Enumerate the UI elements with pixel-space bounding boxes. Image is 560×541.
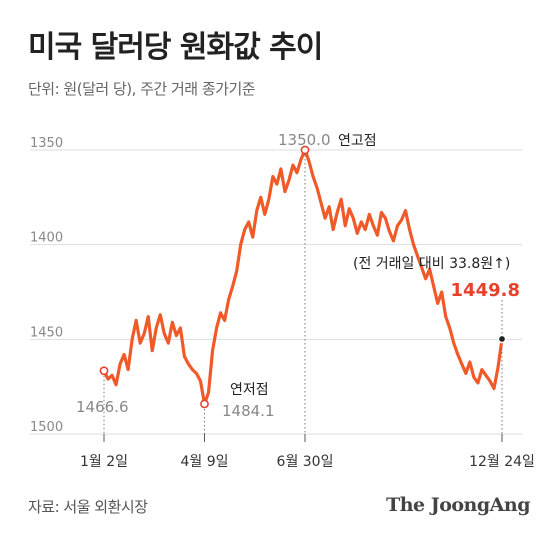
source-note: 자료: 서울 외환시장 <box>28 498 148 516</box>
x-tick-label-0: 1월 2일 <box>80 454 128 470</box>
x-tick-label-2: 6월 30일 <box>277 454 334 470</box>
marker-3 <box>497 334 507 344</box>
annotation-low-value: 1484.1 <box>222 402 275 420</box>
annotation-start-value: 1466.6 <box>76 398 129 416</box>
series-line-usd-krw <box>102 148 504 406</box>
chart-subtitle: 단위: 원(달러 당), 주간 거래 종가기준 <box>28 80 256 98</box>
grid-lines <box>30 149 522 435</box>
y-tick-1500: 1500 <box>30 420 63 435</box>
annotation-low-label: 연저점 <box>230 382 269 398</box>
y-tick-1450: 1450 <box>30 325 63 340</box>
publisher-logo: The JoongAng <box>386 494 530 516</box>
marker-0 <box>99 366 109 376</box>
annotation-high-label: 연고점 <box>338 133 377 149</box>
marker-2 <box>300 145 310 155</box>
chart-title: 미국 달러당 원화값 추이 <box>28 30 323 65</box>
y-tick-1350: 1350 <box>30 136 63 151</box>
annotation-markers <box>99 145 507 409</box>
x-tick-label-1: 4월 9일 <box>180 454 228 470</box>
y-axis-ticks: 1350 1400 1450 1500 <box>30 136 63 435</box>
annotation-last-label: (전 거래일 대비 33.8원↑) <box>353 256 510 272</box>
y-tick-1400: 1400 <box>30 231 63 246</box>
x-axis-ticks: 1월 2일 4월 9일 6월 30일 12월 24일 <box>80 434 535 470</box>
x-tick-label-3: 12월 24일 <box>469 454 535 470</box>
annotation-high-value: 1350.0 <box>278 131 331 149</box>
marker-1 <box>200 399 209 409</box>
annotation-labels: 1466.6 연저점 1484.1 1350.0 연고점 (전 거래일 대비 33.8원↑… <box>76 131 520 420</box>
annotation-last-value: 1449.8 <box>451 280 520 301</box>
